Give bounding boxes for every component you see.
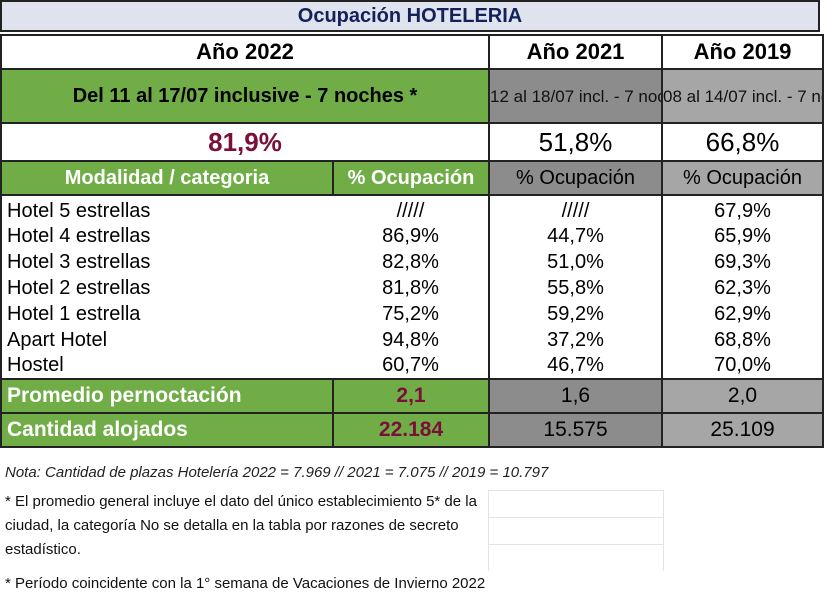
table-row: Hostel 60,7% 46,7% 70,0%	[0, 353, 824, 379]
occupancy-2021: 44,7%	[489, 223, 664, 249]
period-2019: 08 al 14/07 incl. - 7 noches	[661, 68, 824, 124]
table-row: Hotel 1 estrella 75,2% 59,2% 62,9%	[0, 301, 824, 327]
table-row: Hotel 3 estrellas 82,8% 51,0% 69,3%	[0, 249, 824, 275]
occupancy-2022: 86,9%	[333, 223, 491, 249]
occupancy-table: Año 2022 Año 2021 Año 2019 Del 11 al 17/…	[0, 34, 824, 448]
occupancy-2022: 75,2%	[333, 301, 491, 327]
gridline-cell	[488, 544, 664, 571]
total-occupancy-2021: 51,8%	[488, 122, 664, 162]
occupancy-2019: 68,8%	[662, 327, 824, 353]
table-row: Hotel 4 estrellas 86,9% 44,7% 65,9%	[0, 223, 824, 249]
occupancy-2021: 59,2%	[489, 301, 664, 327]
year-2021-header: Año 2021	[488, 34, 664, 70]
ocupacion-header-2022: % Ocupación	[331, 160, 491, 196]
category-name: Hostel	[0, 353, 333, 379]
promedio-row: Promedio pernoctación 2,1 1,6 2,0	[0, 378, 824, 414]
category-name: Hotel 1 estrella	[0, 301, 333, 327]
sheet-title: Ocupación HOTELERIA	[0, 0, 820, 32]
period-2021: 12 al 18/07 incl. - 7 noches	[488, 68, 664, 124]
occupancy-2019: 65,9%	[662, 223, 824, 249]
total-occupancy-2019: 66,8%	[661, 122, 824, 162]
category-name: Hotel 4 estrellas	[0, 223, 333, 249]
year-2022-header: Año 2022	[0, 34, 491, 70]
occupancy-2022: 81,8%	[333, 275, 491, 301]
alojados-2019: 25.109	[661, 412, 824, 448]
promedio-2019: 2,0	[661, 378, 824, 414]
promedio-label: Promedio pernoctación	[0, 378, 334, 414]
alojados-2022: 22.184	[331, 412, 491, 448]
footnote-average: * El promedio general incluye el dato de…	[5, 493, 477, 558]
occupancy-2022: 94,8%	[333, 327, 491, 353]
category-name: Hotel 5 estrellas	[0, 195, 333, 223]
period-2022: Del 11 al 17/07 inclusive - 7 noches *	[0, 68, 491, 124]
capacity-note: Nota: Cantidad de plazas Hotelería 2022 …	[5, 464, 549, 481]
occupancy-2022: 60,7%	[333, 353, 491, 379]
occupancy-2019: 69,3%	[662, 249, 824, 275]
occupancy-2021: 46,7%	[489, 353, 664, 379]
modalidad-header: Modalidad / categoria	[0, 160, 334, 196]
occupancy-2019: 62,9%	[662, 301, 824, 327]
occupancy-2021: 51,0%	[489, 249, 664, 275]
occupancy-2021: /////	[489, 195, 664, 223]
alojados-2021: 15.575	[488, 412, 664, 448]
footnote-period: * Período coincidente con la 1° semana d…	[5, 575, 486, 592]
promedio-2022: 2,1	[331, 378, 491, 414]
table-row: Hotel 2 estrellas 81,8% 55,8% 62,3%	[0, 275, 824, 301]
occupancy-2021: 55,8%	[489, 275, 664, 301]
category-name: Hotel 3 estrellas	[0, 249, 333, 275]
gridline-cell	[488, 490, 664, 517]
occupancy-2021: 37,2%	[489, 327, 664, 353]
occupancy-2019: 62,3%	[662, 275, 824, 301]
alojados-row: Cantidad alojados 22.184 15.575 25.109	[0, 412, 824, 448]
table-row: Apart Hotel 94,8% 37,2% 68,8%	[0, 327, 824, 353]
total-occupancy-2022: 81,9%	[0, 122, 491, 162]
occupancy-2022: /////	[333, 195, 491, 223]
category-name: Hotel 2 estrellas	[0, 275, 333, 301]
table-row: Hotel 5 estrellas ///// ///// 67,9%	[0, 195, 824, 223]
occupancy-2022: 82,8%	[333, 249, 491, 275]
ocupacion-header-2019: % Ocupación	[661, 160, 824, 196]
ocupacion-header-2021: % Ocupación	[488, 160, 664, 196]
occupancy-2019: 67,9%	[662, 195, 824, 223]
alojados-label: Cantidad alojados	[0, 412, 334, 448]
promedio-2021: 1,6	[488, 378, 664, 414]
gridline-cell	[488, 517, 664, 544]
category-name: Apart Hotel	[0, 327, 333, 353]
year-2019-header: Año 2019	[661, 34, 824, 70]
occupancy-2019: 70,0%	[662, 353, 824, 379]
